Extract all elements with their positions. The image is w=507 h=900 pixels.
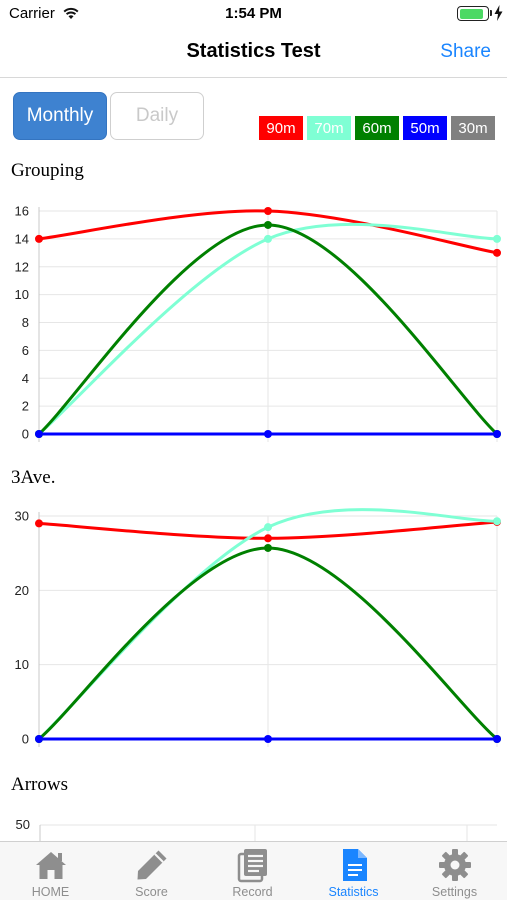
data-point-50m — [264, 430, 272, 438]
data-point-60m — [264, 543, 272, 552]
y-tick-label: 2 — [22, 399, 29, 414]
tab-statistics[interactable]: Statistics — [303, 842, 404, 900]
charging-bolt-icon — [494, 5, 503, 21]
y-tick-label: 8 — [22, 315, 29, 330]
legend-30m: 30m — [451, 116, 495, 140]
y-tick-label: 10 — [15, 657, 29, 672]
legend-60m: 60m — [355, 116, 399, 140]
data-point-50m — [35, 735, 43, 743]
share-button[interactable]: Share — [440, 41, 491, 62]
tab-label: HOME — [31, 885, 70, 899]
page-title: Statistics Test — [186, 40, 321, 62]
tab-label: Score — [135, 885, 168, 899]
tab-settings[interactable]: Settings — [404, 842, 505, 900]
tab-label: Record — [232, 885, 273, 899]
data-point-70m — [264, 523, 272, 532]
tab-label: Statistics — [328, 885, 379, 899]
tab-record[interactable]: Record — [202, 842, 303, 900]
data-point-60m — [264, 220, 272, 229]
data-point-50m — [493, 735, 501, 743]
data-point-90m — [35, 519, 43, 528]
record-icon — [237, 849, 267, 883]
y-tick-label: 12 — [15, 259, 29, 274]
y-tick-label: 10 — [15, 287, 29, 302]
segment-monthly[interactable]: Monthly — [13, 92, 107, 140]
segment-daily[interactable]: Daily — [110, 92, 204, 140]
tab-home[interactable]: HOME — [0, 842, 101, 900]
y-tick-label: 50 — [16, 817, 30, 832]
legend-label: 70m — [314, 119, 344, 137]
data-point-90m — [264, 534, 272, 543]
status-bar: Carrier 1:54 PM — [0, 0, 507, 28]
legend-label: 30m — [458, 119, 488, 137]
arrows-chart-title: Arrows — [11, 774, 68, 795]
threeave-chart: 0 10 20 30 — [15, 508, 501, 747]
data-point-90m — [493, 248, 501, 257]
data-point-50m — [35, 430, 43, 438]
y-tick-label: 16 — [15, 204, 29, 219]
home-icon — [35, 852, 66, 879]
legend-label: 90m — [266, 119, 296, 137]
threeave-chart-title: 3Ave. — [11, 467, 56, 488]
data-point-90m — [35, 234, 43, 243]
legend-90m: 90m — [259, 116, 303, 140]
legend-50m: 50m — [403, 116, 447, 140]
y-tick-label: 30 — [15, 509, 29, 524]
y-tick-label: 6 — [22, 343, 29, 358]
status-time: 1:54 PM — [225, 5, 282, 22]
pencil-icon — [137, 850, 166, 880]
legend-label: 60m — [362, 119, 392, 137]
wifi-icon — [63, 7, 79, 19]
legend-label: 50m — [410, 119, 440, 137]
navigation-bar: Statistics Test Share — [0, 28, 507, 78]
battery-level — [459, 8, 483, 19]
battery-icon — [457, 6, 489, 21]
y-tick-label: 0 — [22, 732, 29, 747]
y-tick-label: 0 — [22, 427, 29, 442]
arrows-chart: 50 — [16, 817, 497, 841]
grouping-chart-title: Grouping — [11, 160, 84, 181]
y-tick-label: 20 — [15, 583, 29, 598]
data-point-90m — [264, 207, 272, 215]
y-tick-label: 14 — [15, 231, 29, 246]
legend-70m: 70m — [307, 116, 351, 140]
battery-tip — [490, 10, 492, 16]
grouping-chart: 0 2 4 6 8 10 12 14 16 — [15, 204, 501, 442]
tab-score[interactable]: Score — [101, 842, 202, 900]
data-point-70m — [493, 517, 501, 526]
tab-label: Settings — [431, 885, 478, 899]
document-icon — [342, 849, 367, 881]
data-point-70m — [493, 234, 501, 243]
tab-bar: HOME Score Record Statistics — [0, 841, 507, 900]
carrier-label: Carrier — [9, 5, 55, 22]
y-tick-label: 4 — [22, 371, 29, 386]
data-point-50m — [493, 430, 501, 438]
gear-icon — [438, 849, 471, 881]
data-point-70m — [264, 234, 272, 243]
data-point-50m — [264, 735, 272, 743]
